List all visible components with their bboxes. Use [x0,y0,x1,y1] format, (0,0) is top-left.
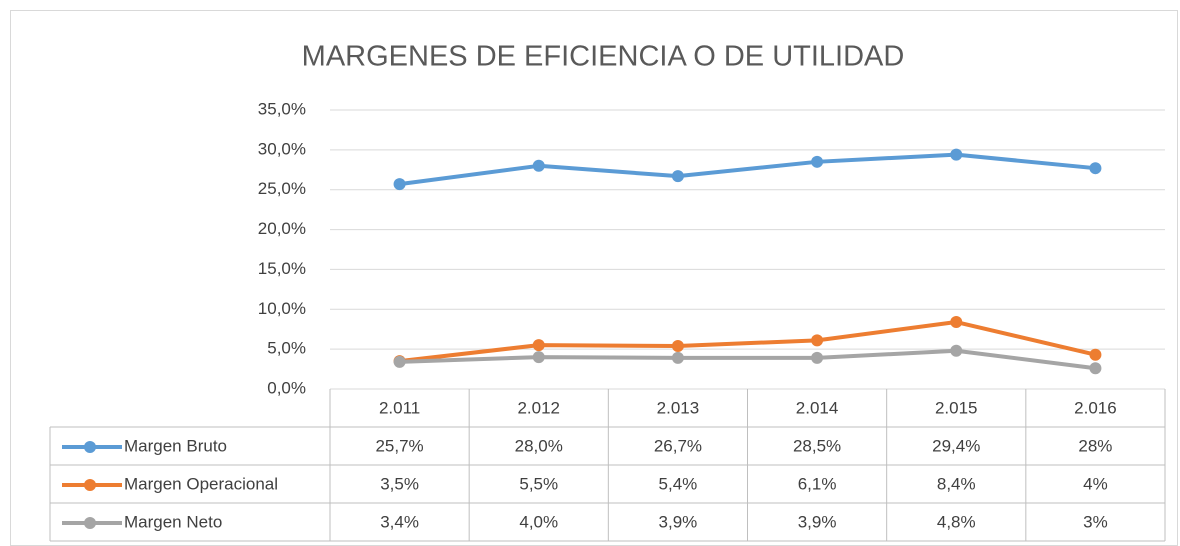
marker [532,339,545,352]
series-line [399,152,1096,187]
marker [811,155,824,168]
marker [1089,362,1102,375]
marker [671,351,684,364]
x-tick-label: 2.011 [379,398,420,417]
x-tick-label: 2.013 [657,398,700,417]
marker [811,334,824,347]
marker [950,316,963,329]
legend-label: Margen Operacional [124,474,278,493]
y-tick-label: 15,0% [258,259,306,278]
table-value: 28,0% [515,436,563,455]
table-value: 3,9% [798,512,837,531]
table-value: 4,0% [519,512,558,531]
y-tick-label: 5,0% [267,339,306,358]
legend-key-marker [84,479,96,491]
x-tick-label: 2.016 [1074,398,1117,417]
table-value: 5,5% [519,474,558,493]
legend-label: Margen Neto [124,512,222,531]
marker [811,351,824,364]
table-value: 26,7% [654,436,702,455]
marker [393,355,406,368]
chart-title: MARGENES DE EFICIENCIA O DE UTILIDAD [302,41,905,73]
y-tick-label: 30,0% [258,139,306,158]
x-tick-label: 2.014 [796,398,839,417]
marker [1089,348,1102,361]
table-value: 3,9% [659,512,698,531]
marker [393,178,406,191]
x-tick-label: 2.012 [517,398,560,417]
marker [532,351,545,364]
y-tick-label: 20,0% [258,219,306,238]
series-line [399,320,1096,364]
marker [671,170,684,183]
table-value: 3% [1083,512,1108,531]
table-value: 3,4% [380,512,419,531]
y-tick-label: 25,0% [258,179,306,198]
marker [950,344,963,357]
marker [671,339,684,352]
x-tick-label: 2.015 [935,398,978,417]
table-value: 25,7% [375,436,423,455]
table-value: 28,5% [793,436,841,455]
marker [1089,162,1102,175]
legend-label: Margen Bruto [124,436,227,455]
chart-border [10,10,1178,546]
table-value: 6,1% [798,474,837,493]
table-value: 5,4% [659,474,698,493]
series-line [399,348,1096,371]
marker [532,159,545,172]
y-tick-label: 0,0% [267,378,306,397]
table-value: 8,4% [937,474,976,493]
marker [950,148,963,161]
table-value: 28% [1078,436,1112,455]
y-tick-label: 35,0% [258,99,306,118]
table-value: 3,5% [380,474,419,493]
legend-key-marker [84,517,96,529]
table-value: 4,8% [937,512,976,531]
table-value: 29,4% [932,436,980,455]
y-tick-label: 10,0% [258,299,306,318]
legend-key-marker [84,441,96,453]
table-value: 4% [1083,474,1108,493]
